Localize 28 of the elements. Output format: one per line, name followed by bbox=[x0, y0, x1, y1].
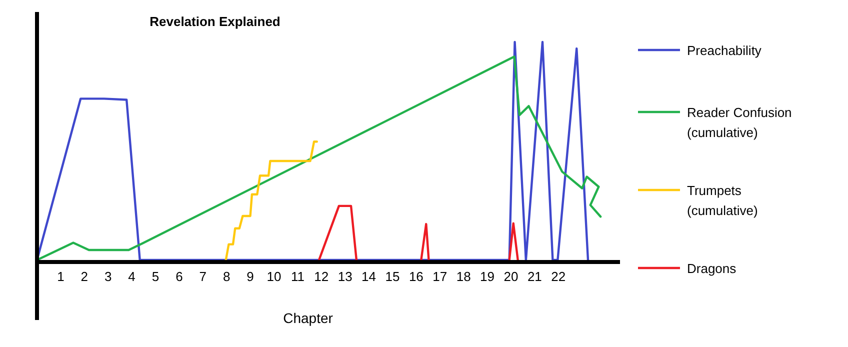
x-tick-label: 1 bbox=[57, 269, 64, 284]
x-tick-label: 11 bbox=[290, 269, 304, 284]
x-tick-label: 20 bbox=[504, 269, 518, 284]
chart-title: Revelation Explained bbox=[150, 14, 280, 29]
x-tick-label: 13 bbox=[338, 269, 352, 284]
x-tick-label: 17 bbox=[432, 269, 448, 284]
legend-label: Preachability bbox=[687, 43, 762, 58]
legend-label: Dragons bbox=[687, 261, 737, 276]
legend-label: Reader Confusion (cumulative) bbox=[687, 105, 792, 140]
x-tick-label: 12 bbox=[314, 269, 329, 284]
x-tick-label: 5 bbox=[152, 269, 160, 284]
x-tick-label: 22 bbox=[551, 269, 566, 284]
x-tick-label: 7 bbox=[199, 269, 207, 284]
x-tick-label: 8 bbox=[222, 269, 230, 284]
x-tick-label: 10 bbox=[266, 269, 282, 284]
x-axis-title: Chapter bbox=[283, 310, 334, 326]
x-tick-label: 18 bbox=[456, 269, 471, 284]
x-tick-label: 6 bbox=[176, 269, 183, 284]
x-tick-label: 4 bbox=[128, 269, 136, 284]
x-tick-label: 3 bbox=[104, 269, 112, 284]
x-tick-label: 2 bbox=[80, 269, 88, 284]
legend-label: Trumpets (cumulative) bbox=[687, 183, 758, 218]
x-tick-label: 14 bbox=[362, 269, 376, 284]
x-tick-label: 16 bbox=[408, 269, 424, 284]
x-tick-label: 21 bbox=[527, 269, 542, 284]
x-tick-label: 19 bbox=[480, 269, 495, 284]
x-tick-label: 9 bbox=[246, 269, 254, 284]
x-tick-label: 15 bbox=[385, 269, 400, 284]
